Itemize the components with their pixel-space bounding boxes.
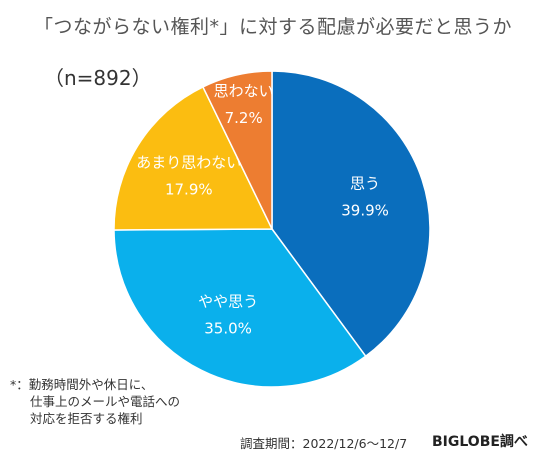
footnote-line-1: *：勤務時間外や休日に、 <box>10 377 154 392</box>
slice-value-3: 17.9% <box>165 180 213 198</box>
slice-label-3: あまり思わない <box>136 153 241 171</box>
slice-label-4: 思わない <box>214 82 274 100</box>
pie-slice-2 <box>113 228 367 388</box>
pie-slice-3 <box>113 85 274 231</box>
slice-value-1: 39.9% <box>341 201 389 219</box>
sample-size: （n=892） <box>44 66 152 90</box>
footnote: *：勤務時間外や休日に、 仕事上のメールや電話への 対応を拒否する権利 <box>10 376 180 427</box>
slice-value-4: 7.2% <box>225 109 263 127</box>
footnote-line-2: 仕事上のメールや電話への <box>30 394 181 409</box>
source-credit: BIGLOBE調べ <box>432 434 528 450</box>
footnote-line-3: 対応を拒否する権利 <box>30 411 143 426</box>
slice-label-1: 思う <box>350 174 380 192</box>
survey-period: 調査期間：2022/12/6〜12/7 <box>240 436 408 451</box>
slice-value-2: 35.0% <box>204 320 252 338</box>
pie-slice-1 <box>271 70 431 358</box>
pie-slice-4 <box>201 70 273 230</box>
chart-title: 「つながらない権利*」に対する配慮が必要だと思うか <box>33 16 512 38</box>
slice-label-2: やや思う <box>198 293 258 311</box>
footnote-mark: *： <box>10 377 29 392</box>
